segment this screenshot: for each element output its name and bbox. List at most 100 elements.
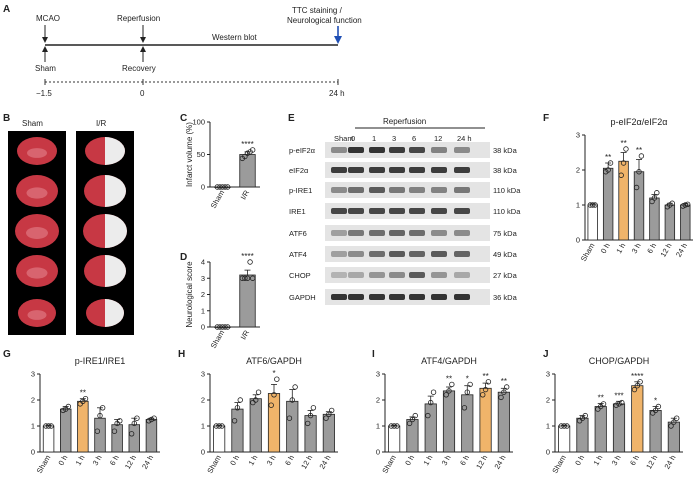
bar <box>231 408 244 453</box>
data-point <box>65 403 72 410</box>
blot-band <box>454 147 470 153</box>
lane-label: Sham <box>334 134 354 143</box>
data-point <box>82 396 89 402</box>
chart-title: ATF4/GAPDH <box>421 356 477 366</box>
data-point <box>498 394 504 401</box>
x-tick-label: 24 h <box>674 242 689 259</box>
bar <box>424 403 437 453</box>
data-point <box>394 423 400 429</box>
blot-band <box>369 147 385 153</box>
significance-label: ** <box>636 146 642 155</box>
data-point <box>561 423 567 429</box>
bar <box>649 197 660 241</box>
significance-label: ** <box>482 372 488 381</box>
molecular-weight: 110 kDa <box>493 207 521 216</box>
time-label-start: −1.5 <box>36 89 52 98</box>
blot-band <box>369 230 385 236</box>
event-ttc-line1: TTC staining / <box>292 6 343 15</box>
blot-band <box>369 251 385 257</box>
panel-letter: D <box>180 252 187 263</box>
x-tick-label: Sham <box>380 454 398 475</box>
data-point <box>305 420 311 427</box>
data-point <box>616 401 622 407</box>
data-point <box>239 275 246 281</box>
data-point <box>249 275 256 281</box>
data-point <box>592 202 598 208</box>
protein-label: ATF6 <box>289 229 307 238</box>
x-tick-label: 24 h <box>492 454 507 471</box>
y-tick-label: 0 <box>201 323 205 332</box>
col-label-sham: Sham <box>22 119 43 128</box>
significance-label: **** <box>631 372 643 381</box>
blot-band <box>331 272 347 278</box>
bar <box>239 154 256 188</box>
y-tick-label: 0 <box>546 448 550 457</box>
significance-label: * <box>272 369 275 378</box>
y-tick-label: 3 <box>376 370 380 379</box>
infarct-region <box>105 137 125 165</box>
data-point <box>631 386 638 393</box>
x-tick-label: 6 h <box>645 242 658 256</box>
bar <box>461 394 474 453</box>
data-point <box>328 407 335 414</box>
blot-strip <box>325 182 490 198</box>
arrowhead-recovery <box>140 46 146 52</box>
blot-band <box>389 147 405 153</box>
molecular-weight: 38 kDa <box>493 146 518 155</box>
data-point <box>558 423 565 429</box>
panel-a-letter: A <box>3 4 10 15</box>
data-point <box>151 415 157 421</box>
x-tick-label: 0 h <box>403 454 416 468</box>
panel-letter: J <box>543 349 549 360</box>
blot-band <box>431 294 447 300</box>
blot-band <box>409 294 425 300</box>
data-point <box>231 418 238 424</box>
data-point <box>286 415 293 421</box>
bar <box>145 419 158 453</box>
infarct-region <box>105 175 126 207</box>
data-point <box>271 392 277 398</box>
data-point <box>255 389 262 395</box>
molecular-weight: 49 kDa <box>493 250 518 259</box>
bar <box>213 425 226 453</box>
protein-label: p-eIF2α <box>289 146 316 155</box>
blot-band <box>331 251 347 257</box>
x-tick-label: 0 h <box>228 454 241 468</box>
bar <box>249 398 262 453</box>
y-tick-label: 50 <box>197 150 205 159</box>
bar <box>497 391 510 453</box>
data-point <box>682 202 688 208</box>
data-point <box>634 383 640 389</box>
y-tick-label: 1 <box>576 201 580 210</box>
data-point <box>97 412 103 419</box>
data-point <box>636 169 642 175</box>
lane-label: 24 h <box>457 134 472 143</box>
x-tick-label: Sham <box>205 454 223 475</box>
bar <box>406 419 419 453</box>
blot-band <box>348 167 364 173</box>
y-tick-label: 0 <box>376 448 380 457</box>
molecular-weight: 38 kDa <box>493 166 518 175</box>
blot-band <box>389 208 405 214</box>
data-point <box>214 324 221 330</box>
blot-band <box>331 167 347 173</box>
data-point <box>117 418 123 424</box>
chart-g: Gp-IRE1/IRE1 0 1 2 3 Sham 0 h ** 1 h 3 h 6 h 12 h 24… <box>3 349 160 475</box>
blot-strip <box>325 267 490 283</box>
significance-label: **** <box>241 140 253 149</box>
infarct-region <box>105 299 124 327</box>
x-tick-label: 0 h <box>573 454 586 468</box>
blot-band <box>369 272 385 278</box>
blot-band <box>409 147 425 153</box>
data-point <box>148 416 155 423</box>
blot-strip <box>325 203 490 219</box>
protein-label: CHOP <box>289 271 311 280</box>
data-point <box>45 423 52 429</box>
chart-j: J CHOP/GAPDH 0 1 2 3 Sham 0 h ** 1 h *** 3 h **** 6 h… <box>543 349 683 475</box>
blot-band <box>454 208 470 214</box>
blot-band <box>409 187 425 193</box>
bar <box>680 204 691 241</box>
blot-band <box>389 230 405 236</box>
x-tick-label: Sham <box>209 329 227 350</box>
chart-title: p-IRE1/IRE1 <box>75 356 126 366</box>
